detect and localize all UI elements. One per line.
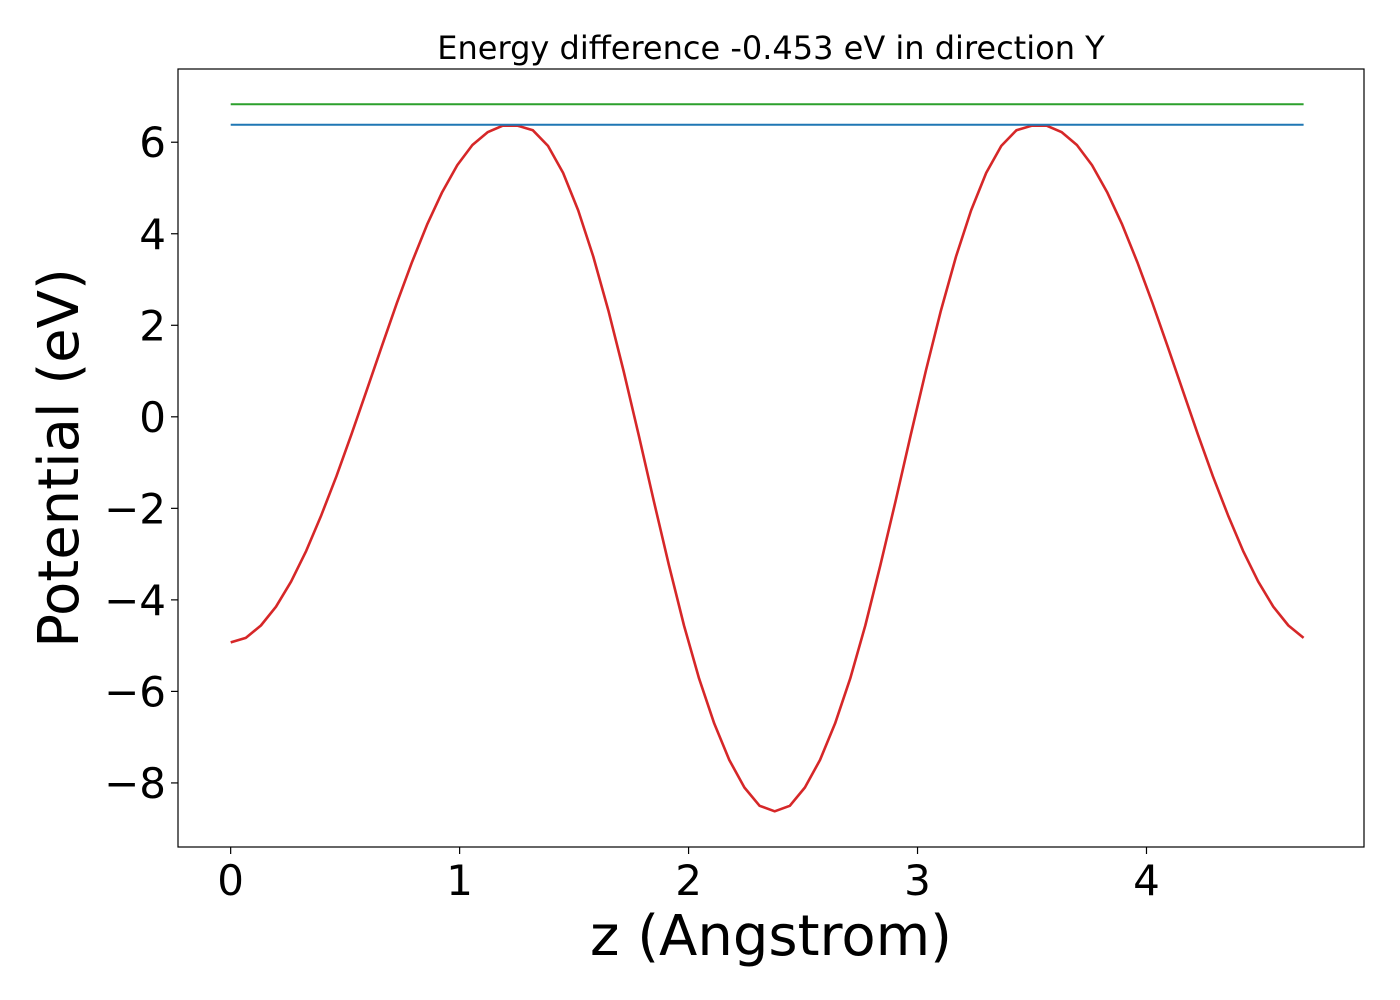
series-line-0 — [230, 124, 1305, 813]
ticks-layer: 0 1 2 3 4 −8 −6 −4 −2 0 2 4 6 — [104, 118, 1160, 905]
x-tick-label: 4 — [1133, 856, 1160, 905]
x-tick-label: 2 — [675, 856, 702, 905]
x-tick-label: 1 — [446, 856, 473, 905]
chart-title: Energy difference -0.453 eV in direction… — [437, 29, 1105, 67]
y-tick-label: 0 — [139, 393, 166, 442]
y-tick-label: −8 — [104, 759, 166, 808]
y-tick-label: −6 — [104, 667, 166, 716]
y-tick-label: −4 — [104, 576, 166, 625]
plot-frame — [177, 68, 1365, 848]
y-tick-label: 4 — [139, 210, 166, 259]
y-tick-label: −2 — [104, 484, 166, 533]
y-axis-label: Potential (eV) — [27, 268, 92, 648]
x-tick-label: 0 — [217, 856, 244, 905]
x-axis-label: z (Angstrom) — [590, 904, 952, 969]
series-layer — [230, 103, 1305, 813]
y-tick-label: 2 — [139, 301, 166, 350]
y-tick-label: 6 — [139, 118, 166, 167]
x-tick-label: 3 — [904, 856, 931, 905]
